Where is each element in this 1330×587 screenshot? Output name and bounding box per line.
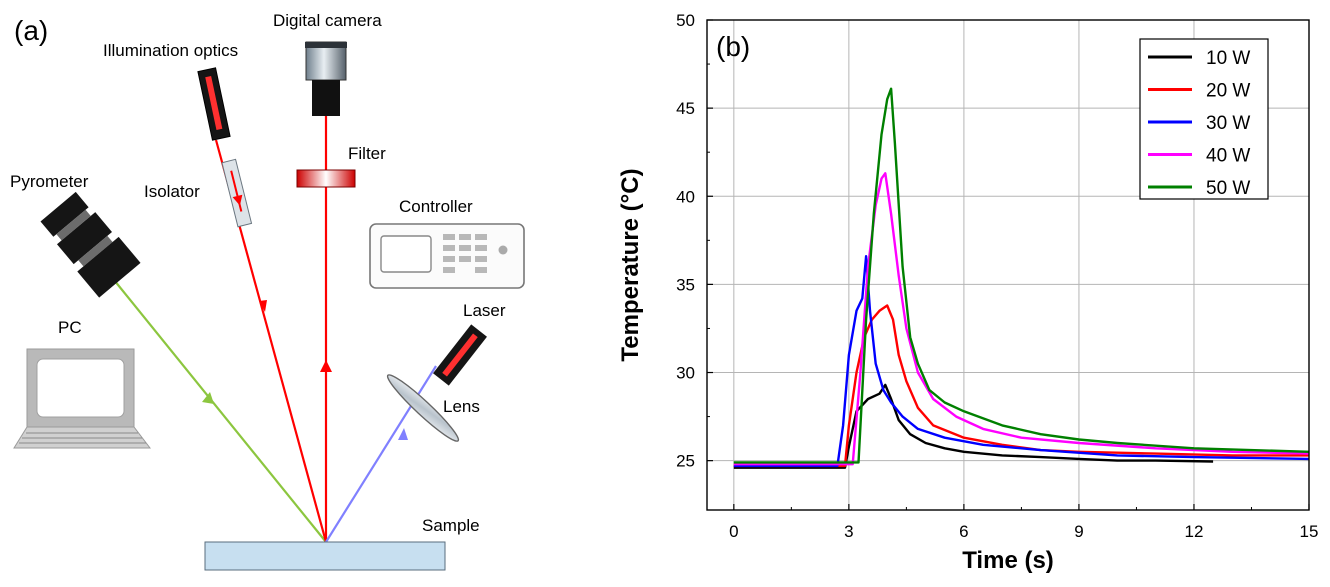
x-tick-label: 9	[1074, 522, 1083, 541]
chart-legend: 10 W 20 W 30 W 40 W 50 W	[1139, 38, 1269, 200]
laser-icon	[433, 324, 487, 386]
illumination-beam-arrow	[259, 300, 267, 312]
series-line-40w	[733, 172, 1309, 466]
x-tick-label: 0	[729, 522, 738, 541]
y-tick-label: 35	[676, 275, 695, 294]
pyrometer-label: Pyrometer	[10, 172, 89, 191]
y-tick-label: 40	[676, 187, 695, 206]
schematic-panel: (a) Sample Digital camera Filter	[10, 11, 525, 571]
chart-series-group	[733, 87, 1309, 469]
y-tick-label: 25	[676, 452, 695, 471]
controller-icon	[369, 223, 525, 289]
isolator-label: Isolator	[144, 182, 200, 201]
x-axis-title: Time (s)	[962, 547, 1054, 574]
laser-beam	[325, 365, 437, 543]
lens-label: Lens	[443, 397, 480, 416]
x-tick-label: 6	[959, 522, 968, 541]
pc-label: PC	[58, 318, 82, 337]
legend-label: 10 W	[1206, 48, 1250, 69]
y-tick-label: 50	[676, 11, 695, 30]
y-tick-label: 45	[676, 99, 695, 118]
pyrometer-beam-arrow	[202, 392, 214, 404]
pyrometer-beam	[109, 274, 327, 543]
lens-icon	[386, 374, 460, 442]
pc-icon	[13, 348, 152, 449]
x-tick-label: 15	[1300, 522, 1319, 541]
x-tick-label: 12	[1185, 522, 1204, 541]
panel-a-label: (a)	[14, 15, 48, 46]
series-line-50w	[733, 87, 1309, 464]
beam-paths	[109, 115, 437, 543]
series-line-20w	[733, 304, 1309, 468]
sample-label: Sample	[422, 516, 480, 535]
controller-label: Controller	[399, 197, 473, 216]
plot-frame	[706, 19, 1310, 511]
legend-box	[1139, 38, 1269, 200]
legend-label: 50 W	[1206, 178, 1250, 199]
y-tick-label: 30	[676, 364, 695, 383]
illumination-optics-icon	[197, 67, 231, 141]
illumination-optics-label: Illumination optics	[103, 41, 238, 60]
y-axis-title: Temperature (°C)	[617, 168, 644, 361]
laser-label: Laser	[463, 301, 506, 320]
laser-beam-arrow	[398, 428, 408, 440]
panel-b-label: (b)	[716, 31, 750, 62]
isolator-icon	[221, 158, 253, 228]
filter-label: Filter	[348, 144, 386, 163]
legend-label: 20 W	[1206, 81, 1250, 102]
digital-camera-label: Digital camera	[273, 11, 382, 30]
camera-beam-arrow	[320, 360, 332, 372]
x-tick-label: 3	[844, 522, 853, 541]
digital-camera-icon	[305, 41, 347, 116]
temperature-chart: 0 3 6 9 12 15 25 30 35 40 45 50 (b) Time (s) Temper…	[617, 11, 1318, 574]
legend-label: 40 W	[1206, 146, 1250, 167]
axis-ticks: 0 3 6 9 12 15 25 30 35 40 45 50	[676, 11, 1318, 541]
legend-label: 30 W	[1206, 113, 1250, 134]
pyrometer-icon	[40, 191, 141, 298]
sample-plate	[204, 541, 446, 571]
series-line-30w	[733, 255, 1309, 468]
filter-icon	[296, 169, 356, 188]
